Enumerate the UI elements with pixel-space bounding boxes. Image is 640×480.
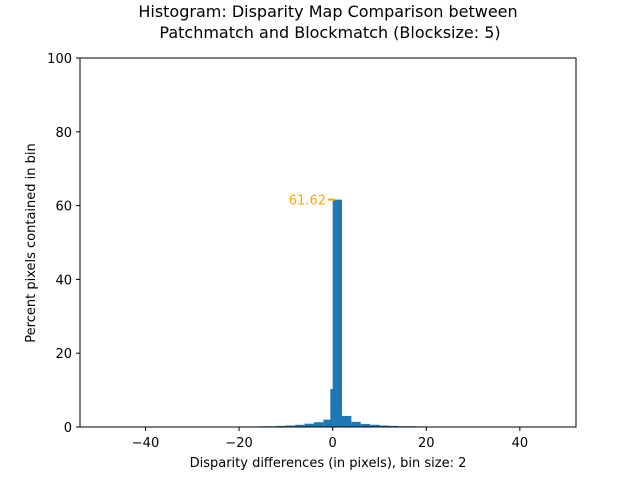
y-tick-label: 40	[55, 273, 72, 288]
histogram-bar	[332, 199, 343, 427]
histogram-bar	[370, 424, 380, 427]
annotation-label: 61.62	[289, 194, 326, 209]
histogram-bar	[351, 421, 361, 427]
y-tick-label: 100	[47, 52, 72, 67]
y-tick-label: 80	[55, 126, 72, 141]
histogram-bar	[295, 424, 305, 427]
x-axis: −40 −20 0 20 40	[132, 427, 528, 451]
histogram-bar	[276, 425, 286, 427]
y-tick-label: 0	[64, 421, 72, 436]
histogram-bar	[285, 425, 296, 427]
chart-title-line-2: Patchmatch and Blockmatch (Blocksize: 5)	[159, 23, 500, 42]
histogram-bar	[313, 422, 324, 427]
x-axis-label: Disparity differences (in pixels), bin s…	[190, 456, 467, 471]
histogram-bar	[342, 415, 352, 427]
chart-title-line-1: Histogram: Disparity Map Comparison betw…	[138, 2, 517, 21]
histogram-bars	[201, 199, 436, 427]
x-tick-label: 40	[512, 436, 529, 451]
x-tick-label: −40	[132, 436, 159, 451]
annotation: 61.62	[289, 194, 336, 209]
y-tick-label: 20	[55, 347, 72, 362]
histogram-bar	[388, 425, 399, 427]
histogram-bar	[323, 419, 333, 427]
histogram-bar	[379, 425, 389, 427]
histogram-bar	[360, 424, 371, 427]
plot-frame	[79, 57, 577, 428]
y-axis-label: Percent pixels contained in bin	[24, 143, 39, 342]
x-tick-label: 20	[418, 436, 435, 451]
x-tick-label: 0	[329, 436, 337, 451]
y-tick-label: 60	[55, 200, 72, 215]
y-axis: 0 20 40 60 80 100	[47, 52, 80, 436]
x-tick-label: −20	[225, 436, 252, 451]
histogram-bar	[304, 423, 314, 427]
